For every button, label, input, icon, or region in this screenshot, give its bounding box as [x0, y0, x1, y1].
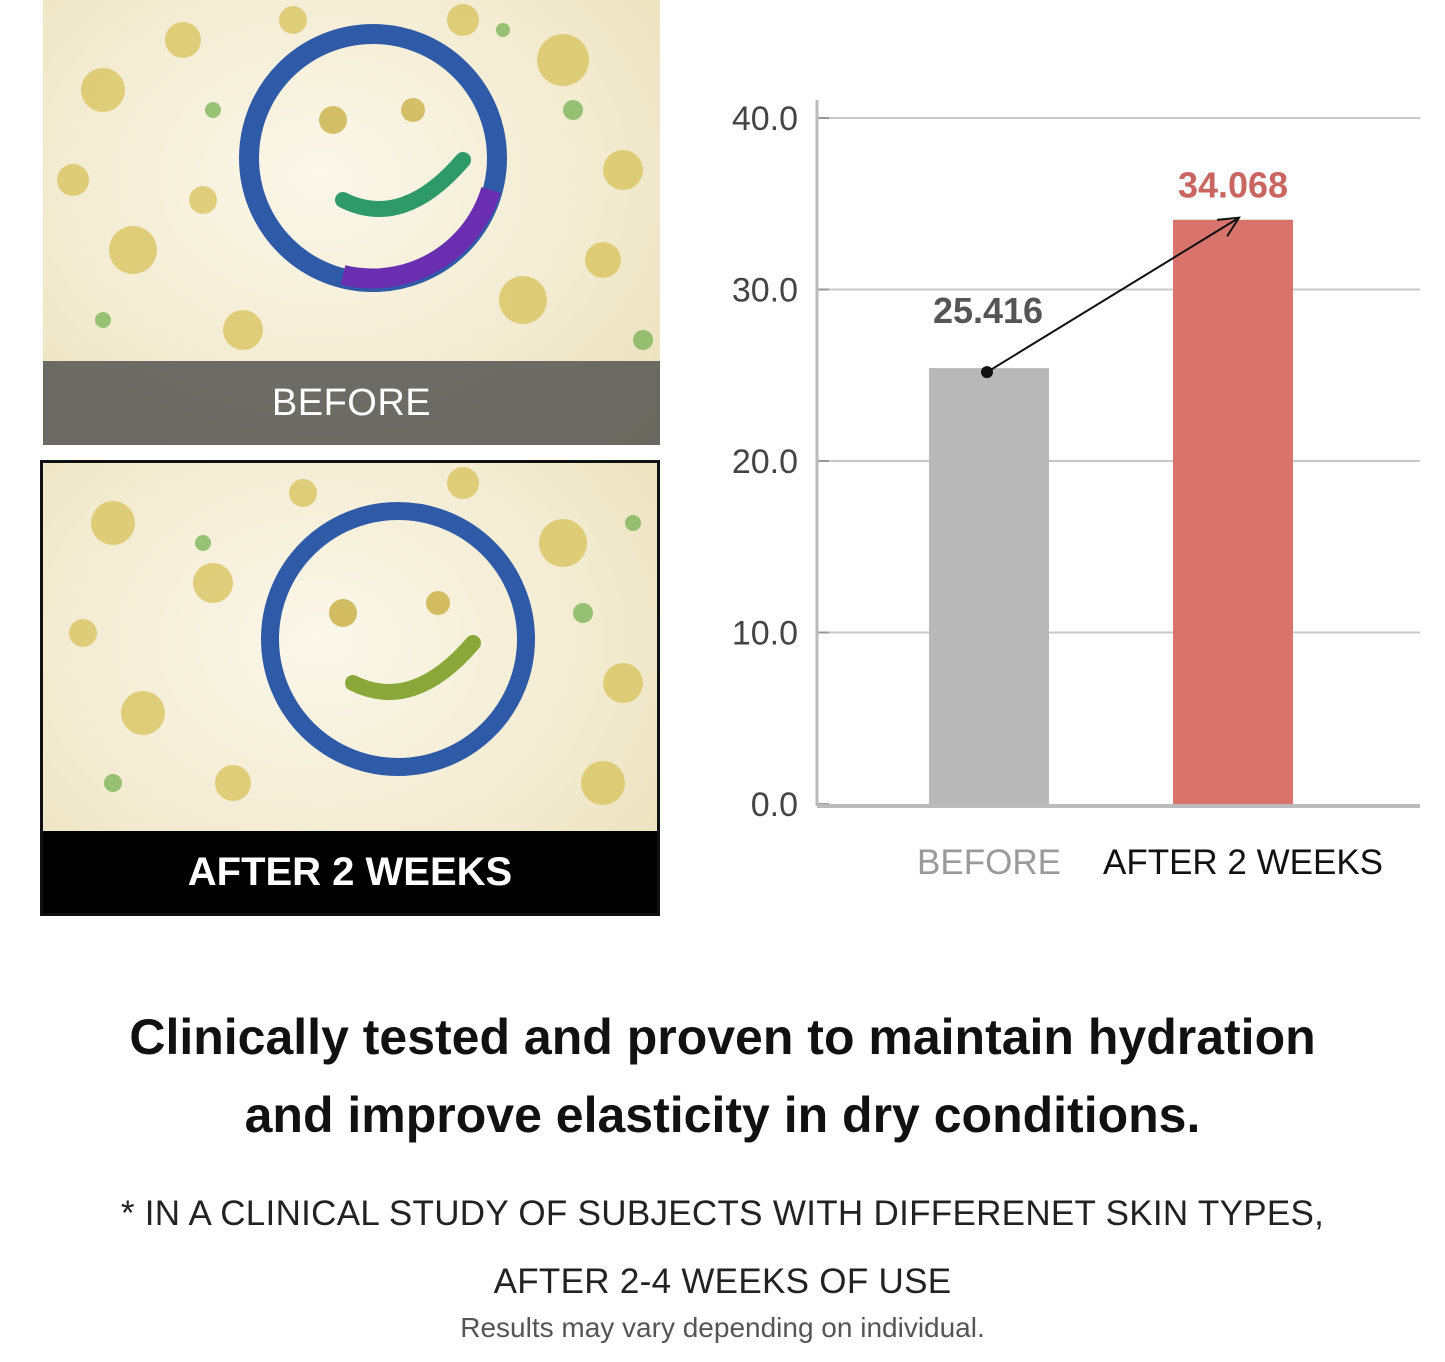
data-label: 34.068: [1178, 165, 1288, 206]
before-photo-caption: BEFORE: [43, 361, 660, 445]
trend-arrow-line: [986, 216, 1240, 373]
study-footnote: * IN A CLINICAL STUDY OF SUBJECTS WITH D…: [0, 1180, 1445, 1316]
headline-line-2: and improve elasticity in dry conditions…: [244, 1087, 1201, 1143]
footnote-line-2: AFTER 2-4 WEEKS OF USE: [493, 1262, 952, 1301]
bar-0: [929, 368, 1049, 804]
before-skin-image: [57, 4, 653, 350]
y-tick-label: 20.0: [732, 443, 798, 481]
headline-line-1: Clinically tested and proven to maintain…: [129, 1009, 1316, 1065]
bar-1: [1173, 219, 1293, 805]
y-tick-label: 40.0: [732, 100, 798, 138]
y-tick-label: 30.0: [732, 272, 798, 310]
after-photo: AFTER 2 WEEKS: [40, 460, 660, 916]
headline: Clinically tested and proven to maintain…: [0, 998, 1445, 1154]
trend-arrow-head: [1217, 216, 1241, 237]
y-tick-label: 0.0: [751, 786, 798, 824]
after-photo-caption: AFTER 2 WEEKS: [43, 831, 657, 913]
after-skin-image: [69, 467, 643, 805]
before-photo: BEFORE: [43, 0, 660, 445]
data-label: 25.416: [933, 290, 1043, 331]
results-disclaimer: Results may vary depending on individual…: [460, 1312, 985, 1343]
hydration-bar-chart: 0.0 10.0 20.0 30.0 40.0 25.416 BEFORE 34.068 AFT…: [732, 100, 1420, 882]
y-tick-label: 10.0: [732, 615, 798, 653]
category-label: AFTER 2 WEEKS: [1103, 843, 1383, 882]
footnote-line-1: * IN A CLINICAL STUDY OF SUBJECTS WITH D…: [120, 1194, 1325, 1233]
category-label: BEFORE: [917, 843, 1061, 882]
